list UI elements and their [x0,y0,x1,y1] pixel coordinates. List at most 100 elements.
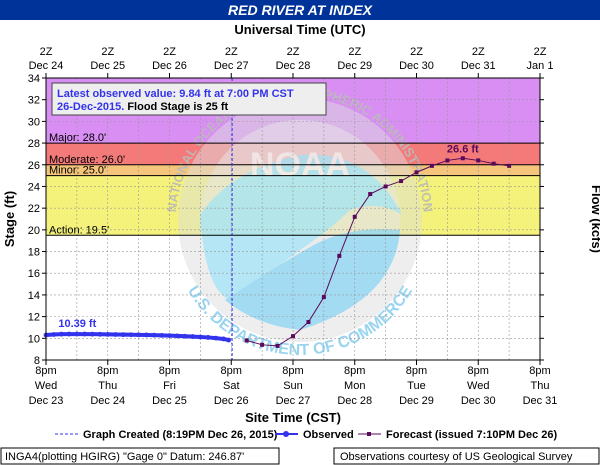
observed-point [151,332,157,338]
x-tick-label: 8pm [344,365,365,377]
x-tick-label: 8pm [35,365,56,377]
top-tick-label: Dec 24 [29,60,64,72]
flood-stage-label: Flood Stage is 25 ft [124,101,228,113]
forecast-point [476,158,481,163]
y-tick-label: 8 [34,355,40,367]
observed-point [97,331,103,337]
observed-point [221,336,226,342]
x-tick-label: 8pm [282,365,303,377]
x-tick-label: Thu [98,380,117,392]
x-tick-label: Dec 30 [461,395,496,407]
x-tick-label: 8pm [529,365,550,377]
top-axis-ticks: 2Z Dec 24 2Z Dec 25 2Z Dec 26 2Z Dec 27 2Z Dec 28… [29,46,554,78]
forecast-point [260,342,265,347]
x-tick-label: Sat [223,380,240,392]
x-tick-label: Dec 26 [214,395,249,407]
x-axis-ticks: 8pm Wed Dec 23 8pm Thu Dec 24 8pm Fri Dec 25 8pm S… [29,360,558,407]
label-action: Action: 19.5' [49,224,109,236]
x-tick-label: 8pm [159,365,180,377]
top-tick-label: 2Z [287,46,300,58]
latest-value-text: Latest observed value: 9.84 ft at 7:00 P… [57,88,294,100]
title-bar [0,0,600,20]
grid-lines [46,78,540,360]
observed-point [89,331,95,337]
latest-value-box [51,82,327,116]
forecast-point [337,253,342,258]
label-moderate: Moderate: 26.0' [49,154,125,166]
x-tick-label: Thu [531,380,550,392]
right-axis-label: Flow (kcfs) [589,185,600,253]
top-tick-label: Dec 29 [337,60,372,72]
footer-datum: INGA4(plotting HGIRG) "Gage 0" Datum: 24… [5,451,244,463]
y-tick-label: 34 [28,73,40,85]
top-tick-label: Dec 25 [90,60,125,72]
top-tick-label: Dec 30 [399,60,434,72]
flood-stage-text: 26-Dec-2015. Flood Stage is 25 ft [57,101,229,113]
forecast-point [383,184,388,189]
forecast-point [445,158,450,163]
flood-category-labels: Major: 28.0' Moderate: 26.0'Minor: 25.0' A… [46,132,540,236]
observed-point [197,334,203,340]
forecast-point [399,179,404,184]
x-tick-label: Dec 31 [523,395,558,407]
legend: Graph Created (8:19PM Dec 26, 2015) Obse… [55,429,558,441]
footer-credit: Observations courtesy of US Geological S… [340,451,573,463]
forecast-point [414,170,419,175]
forecast-point [491,161,496,166]
observed-point [113,332,118,337]
x-tick-label: Dec 25 [152,395,187,407]
x-tick-label: Dec 27 [276,395,311,407]
x-tick-label: 8pm [221,365,242,377]
legend-observed-marker [283,431,289,437]
x-tick-label: Dec 29 [399,395,434,407]
observed-point [120,332,126,338]
x-tick-label: 8pm [468,365,489,377]
x-tick-label: Mon [344,380,365,392]
top-tick-label: 2Z [410,46,423,58]
forecast-line [246,157,510,347]
forecast-point [244,338,249,343]
forecast-peak-label: 26.6 ft [447,143,479,155]
y-axis-ticks: 8 10 12 14 16 18 20 22 24 26 28 30 32 34 [28,73,544,367]
x-tick-label: Sun [283,380,303,392]
legend-observed: Observed [303,429,354,441]
top-tick-label: Dec 28 [276,60,311,72]
observed-point [105,332,111,337]
y-tick-label: 20 [28,225,40,237]
observed-label: 10.39 ft [58,318,96,330]
observed-point [174,333,180,339]
y-tick-label: 22 [28,203,40,215]
forecast-point [507,163,512,168]
observed-point [74,331,80,337]
top-tick-label: 2Z [163,46,176,58]
y-tick-label: 14 [28,290,40,302]
label-major: Major: 28.0' [49,132,106,144]
observed-point [143,332,149,338]
top-axis-title: Universal Time (UTC) [234,22,365,37]
top-tick-label: Jan 1 [527,60,554,72]
y-tick-label: 16 [28,268,40,280]
forecast-point [321,295,326,300]
observed-point [128,332,134,338]
top-tick-label: 2Z [40,46,53,58]
y-tick-label: 26 [28,160,40,172]
observed-point [82,331,87,337]
forecast-point [429,163,434,168]
x-tick-label: 8pm [97,365,118,377]
observed-point [136,332,142,338]
x-tick-label: Dec 23 [29,395,64,407]
forecast-point [291,334,295,339]
observed-point [205,335,211,340]
forecast-point [368,192,373,197]
label-minor: Minor: 25.0' [49,165,106,177]
x-tick-label: Wed [467,380,489,392]
y-tick-label: 32 [28,95,40,107]
observed-point [190,334,196,339]
top-tick-label: 2Z [101,46,114,58]
observed-point [182,333,188,339]
data-series: 10.39 ft 26.6 ft [43,78,512,360]
y-tick-label: 18 [28,247,40,259]
observed-point [59,331,64,337]
y-axis-label: Stage (ft) [2,191,17,247]
